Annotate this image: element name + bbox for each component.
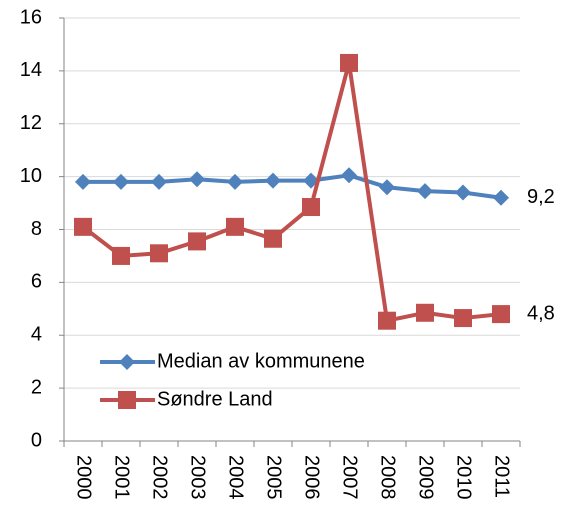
legend-label: Median av kommunene xyxy=(157,350,365,372)
marker xyxy=(265,172,281,189)
x-tick-label: 2008 xyxy=(377,455,399,500)
x-tick-label: 2005 xyxy=(263,455,285,500)
legend-label: Søndre Land xyxy=(157,388,273,410)
y-tick-label: 8 xyxy=(31,218,42,240)
marker xyxy=(379,179,395,196)
marker xyxy=(454,309,472,328)
marker xyxy=(455,184,471,201)
y-tick-label: 2 xyxy=(31,376,42,398)
y-tick-label: 14 xyxy=(20,59,42,81)
marker xyxy=(341,167,357,184)
x-tick-label: 2007 xyxy=(339,455,361,500)
marker xyxy=(189,171,205,188)
data-label: 9,2 xyxy=(527,186,555,208)
marker xyxy=(493,189,509,206)
y-tick-label: 0 xyxy=(31,429,42,451)
legend-marker xyxy=(119,354,135,370)
x-tick-label: 2009 xyxy=(415,455,437,500)
y-tick-label: 6 xyxy=(31,271,42,293)
y-tick-label: 4 xyxy=(31,324,42,346)
marker xyxy=(227,173,243,190)
marker xyxy=(302,198,320,217)
legend-marker xyxy=(118,391,136,409)
marker xyxy=(112,246,130,265)
marker xyxy=(74,217,92,236)
marker xyxy=(226,217,244,236)
x-tick-label: 2004 xyxy=(225,455,247,500)
data-label: 4,8 xyxy=(527,302,555,324)
marker xyxy=(340,53,358,72)
x-tick-label: 2003 xyxy=(187,455,209,500)
x-tick-label: 2000 xyxy=(73,455,95,500)
marker xyxy=(188,232,206,251)
marker xyxy=(113,173,129,190)
marker xyxy=(75,173,91,190)
x-tick-label: 2002 xyxy=(149,455,171,500)
x-tick-label: 2010 xyxy=(453,455,475,500)
marker xyxy=(150,244,168,263)
marker xyxy=(416,303,434,322)
y-tick-label: 16 xyxy=(20,6,42,28)
marker xyxy=(492,305,510,324)
marker xyxy=(264,229,282,248)
x-tick-label: 2001 xyxy=(111,455,133,500)
marker xyxy=(151,173,167,190)
x-tick-label: 2011 xyxy=(491,455,513,498)
x-tick-label: 2006 xyxy=(301,455,323,500)
series-line xyxy=(83,173,502,200)
y-tick-label: 12 xyxy=(20,112,42,134)
y-tick-label: 10 xyxy=(20,165,42,187)
marker xyxy=(417,183,433,200)
marker xyxy=(378,311,396,330)
